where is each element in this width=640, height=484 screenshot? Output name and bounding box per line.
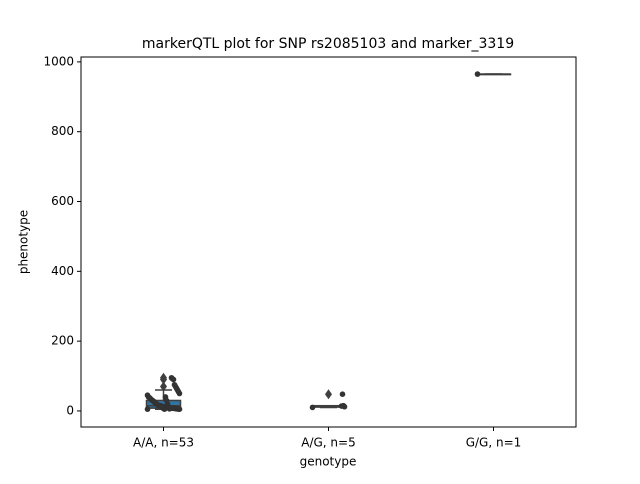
x-tick-label: A/G, n=5 xyxy=(301,436,355,450)
data-point xyxy=(171,381,178,388)
data-point xyxy=(144,406,151,412)
y-axis-label: phenotype xyxy=(17,210,31,274)
x-tick-label: G/G, n=1 xyxy=(466,436,522,450)
data-point xyxy=(168,374,175,381)
data-point xyxy=(158,404,165,410)
y-tick-label: 600 xyxy=(51,194,74,208)
x-axis-label: genotype xyxy=(300,455,357,469)
data-point xyxy=(144,392,151,399)
data-point xyxy=(309,404,316,411)
outlier xyxy=(160,381,167,392)
outlier xyxy=(325,389,332,400)
plot-frame xyxy=(80,56,577,428)
outlier xyxy=(160,372,167,383)
data-point xyxy=(339,391,346,397)
y-tick-label: 400 xyxy=(51,264,74,278)
data-point xyxy=(474,71,481,77)
data-point xyxy=(338,403,345,409)
x-tick-label: A/A, n=53 xyxy=(133,436,194,450)
y-tick-label: 0 xyxy=(66,403,74,417)
data-point xyxy=(162,394,169,400)
y-tick-label: 1000 xyxy=(43,54,74,68)
y-tick-label: 800 xyxy=(51,124,74,138)
y-tick-label: 200 xyxy=(51,334,74,348)
chart-title: markerQTL plot for SNP rs2085103 and mar… xyxy=(142,36,514,52)
